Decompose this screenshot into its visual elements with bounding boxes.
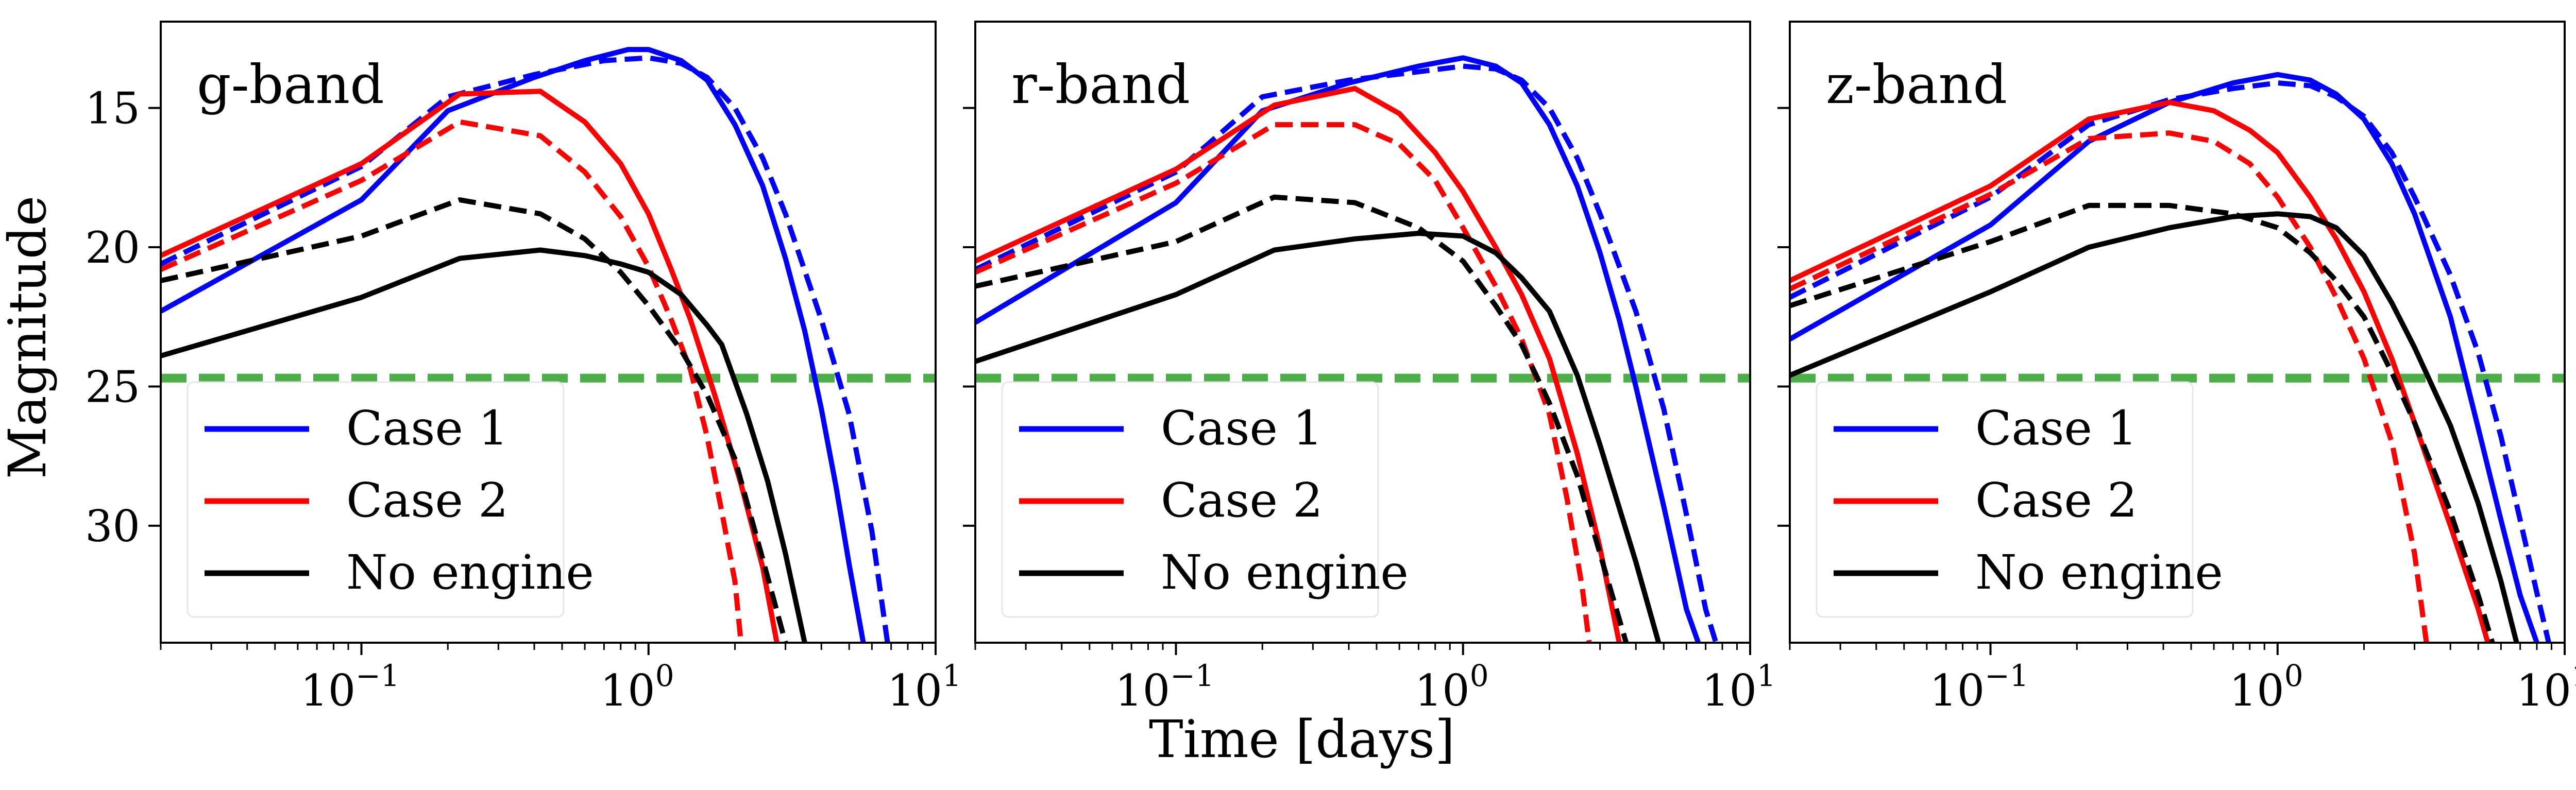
series-case-1-dashed (161, 55, 890, 643)
plot-area (1790, 72, 2565, 643)
legend-frame (1001, 381, 1379, 618)
panel-frame (160, 21, 937, 644)
series-case-2-dashed (1790, 130, 2429, 643)
panel-frame (1789, 21, 2566, 644)
series-no-engine-dashed (1790, 202, 2495, 643)
plot-area (975, 55, 1750, 643)
legend-label-case-1: Case 1 (346, 401, 509, 456)
legend-label-case-1: Case 1 (1161, 401, 1323, 456)
legend-frame (1816, 381, 2194, 618)
panel-title: z-band (1826, 53, 2007, 116)
panel-frame (974, 21, 1751, 644)
legend: Case 1 Case 2 No engine (1001, 381, 1409, 618)
panels: Case 1 Case 2 No engine g-band 10−1 100 101 15 2… (85, 21, 2576, 716)
panel-3: Case 1 Case 2 No engine z-band 10−1 100 101 (1777, 21, 2576, 716)
legend-label-no-engine: No engine (1161, 545, 1409, 600)
series-no-engine-dashed (975, 194, 1629, 643)
x-tick-label: 10−1 (1929, 658, 2028, 716)
series-no-engine-solid (161, 247, 807, 643)
panel-title: r-band (1011, 53, 1190, 116)
x-tick-label: 10−1 (1115, 658, 1214, 716)
legend: Case 1 Case 2 No engine (1816, 381, 2223, 618)
legend-label-case-1: Case 1 (1975, 401, 2138, 456)
x-tick-label: 10−1 (300, 658, 399, 716)
legend-label-no-engine: No engine (1975, 545, 2223, 600)
panel-2: Case 1 Case 2 No engine r-band 10−1 100 101 (963, 21, 1776, 716)
y-tick-label: 20 (85, 222, 140, 273)
series-case-2-solid (975, 85, 1622, 643)
y-tick-label: 15 (85, 83, 140, 134)
legend-label-case-2: Case 2 (346, 473, 509, 528)
series-case-2-solid (1790, 99, 2490, 643)
x-tick-label: 100 (1415, 658, 1489, 716)
y-tick-label: 25 (85, 362, 140, 412)
plot-area (161, 47, 936, 643)
y-tick-label: 30 (85, 501, 140, 552)
x-tick-label: 100 (2229, 658, 2303, 716)
x-tick-label: 101 (1702, 658, 1776, 716)
legend-frame (187, 381, 565, 618)
y-axis-label: Magnitude (0, 196, 58, 479)
x-tick-label: 101 (2516, 658, 2576, 716)
series-case-2-dashed (975, 122, 1592, 643)
legend-label-no-engine: No engine (346, 545, 594, 600)
series-no-engine-solid (975, 231, 1662, 643)
panel-1: Case 1 Case 2 No engine g-band 10−1 100 101 15 2… (85, 21, 961, 716)
legend-label-case-2: Case 2 (1161, 473, 1323, 528)
panel-title: g-band (197, 53, 384, 116)
x-tick-label: 100 (600, 658, 674, 716)
legend: Case 1 Case 2 No engine (187, 381, 594, 618)
legend-label-case-2: Case 2 (1975, 473, 2138, 528)
series-no-engine-solid (1790, 211, 2519, 643)
series-no-engine-dashed (161, 197, 788, 643)
series-case-1-dashed (975, 63, 1719, 643)
x-tick-label: 101 (887, 658, 961, 716)
x-axis-label: Time [days] (1149, 709, 1455, 769)
